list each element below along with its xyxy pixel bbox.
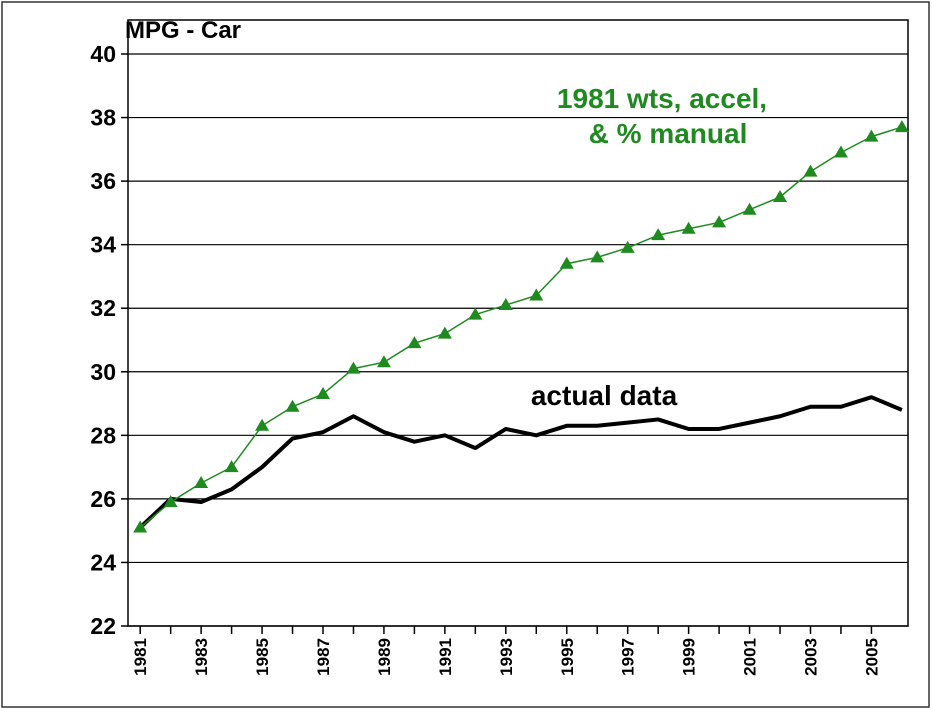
triangle-marker xyxy=(864,129,879,142)
x-tick-label: 2003 xyxy=(802,638,821,676)
triangle-marker xyxy=(316,387,330,400)
triangle-marker xyxy=(529,288,544,301)
triangle-marker xyxy=(620,240,635,253)
y-tick-label: 38 xyxy=(90,105,116,131)
x-tick-label: 1993 xyxy=(497,638,516,676)
plot-frame xyxy=(127,19,909,627)
triangle-marker xyxy=(346,361,361,374)
x-tick-label: 1983 xyxy=(192,638,211,676)
triangle-marker xyxy=(437,326,452,339)
triangle-marker xyxy=(285,399,300,412)
triangle-marker xyxy=(133,520,148,533)
annotation: 1981 wts, accel, xyxy=(557,83,767,114)
triangle-marker xyxy=(559,256,574,269)
y-tick-label: 34 xyxy=(90,232,116,258)
triangle-marker xyxy=(773,190,788,202)
x-tick-label: 1987 xyxy=(314,638,333,676)
triangle-marker xyxy=(163,495,178,508)
triangle-marker xyxy=(833,145,848,158)
x-tick-label: 1997 xyxy=(619,638,638,676)
y-tick-label: 24 xyxy=(90,549,116,575)
triangle-marker xyxy=(255,418,270,431)
triangle-marker xyxy=(468,307,483,320)
series-line xyxy=(139,126,903,529)
annotation: actual data xyxy=(531,380,678,411)
y-tick-label: 26 xyxy=(90,486,116,512)
triangle-marker xyxy=(803,164,818,177)
annotation: & % manual xyxy=(589,118,748,149)
triangle-marker xyxy=(742,202,757,215)
x-tick-label: 2001 xyxy=(741,638,760,676)
triangle-marker xyxy=(651,228,666,241)
triangle-marker xyxy=(224,460,239,473)
triangle-marker xyxy=(376,355,391,368)
x-tick-label: 1989 xyxy=(375,638,394,676)
series-line xyxy=(138,395,903,529)
y-tick-label: 30 xyxy=(90,359,116,385)
x-tick-label: 1985 xyxy=(253,638,272,676)
triangle-marker xyxy=(407,336,422,349)
triangle-marker xyxy=(681,221,696,234)
x-tick-label: 1995 xyxy=(558,638,577,676)
y-tick-label: 28 xyxy=(90,422,116,448)
triangle-marker xyxy=(194,476,209,488)
x-tick-label: 1981 xyxy=(131,638,150,676)
triangle-marker xyxy=(894,120,909,133)
y-tick-label: 40 xyxy=(90,41,116,67)
x-tick-label: 1999 xyxy=(680,638,699,676)
y-tick-label: 22 xyxy=(90,613,116,639)
triangle-marker xyxy=(712,215,727,228)
y-tick-label: 36 xyxy=(90,168,116,194)
x-tick-label: 2005 xyxy=(862,638,881,676)
x-tick-label: 1991 xyxy=(436,638,455,676)
y-tick-label: 32 xyxy=(90,295,116,321)
chart-title: MPG - Car xyxy=(125,17,241,44)
triangle-marker xyxy=(590,250,605,263)
triangle-marker xyxy=(498,298,513,311)
